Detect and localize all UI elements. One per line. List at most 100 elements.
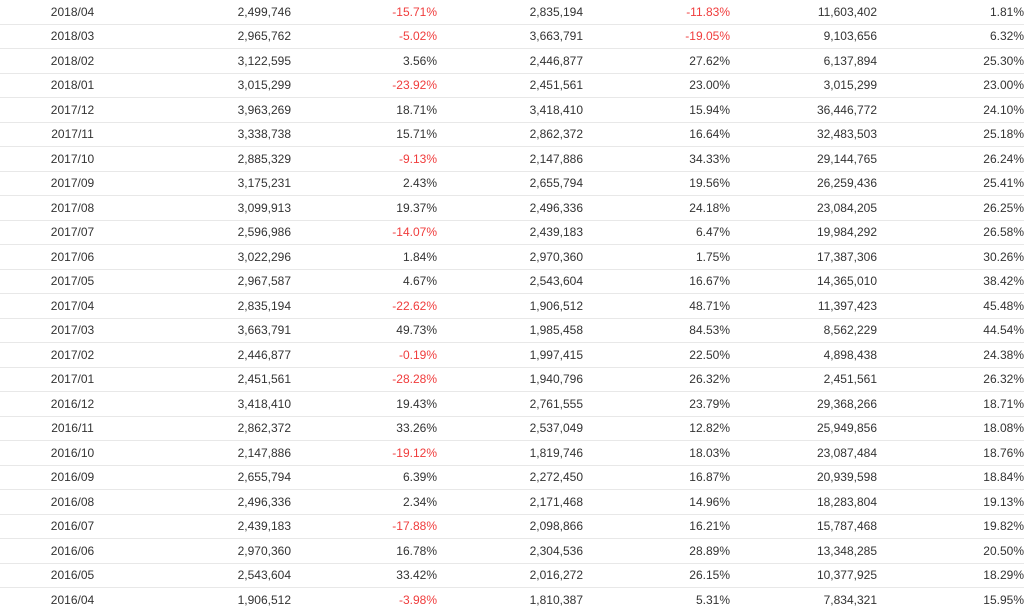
value-a-cell: 3,099,913: [145, 195, 291, 221]
value-a-cell: 2,147,886: [145, 440, 291, 466]
change-b-cell: 48.71%: [583, 293, 730, 319]
cumulative-change-cell: 18.08%: [877, 416, 1024, 441]
table-row: 2017/09 3,175,231 2.43% 2,655,794 19.56% 26,2…: [0, 171, 1024, 196]
value-b-cell: 2,171,468: [437, 489, 583, 515]
change-a-cell: 15.71%: [291, 122, 437, 147]
value-a-cell: 3,022,296: [145, 244, 291, 270]
cumulative-cell: 8,562,229: [730, 318, 877, 343]
cumulative-change-cell: 24.38%: [877, 342, 1024, 368]
month-cell: 2016/05: [0, 563, 145, 588]
change-a-cell: -9.13%: [291, 146, 437, 172]
table-row: 2017/10 2,885,329 -9.13% 2,147,886 34.33% 29,…: [0, 146, 1024, 172]
cumulative-change-cell: 26.24%: [877, 146, 1024, 172]
value-a-cell: 2,967,587: [145, 269, 291, 294]
change-b-cell: 5.31%: [583, 587, 730, 607]
change-b-cell: 16.87%: [583, 465, 730, 490]
cumulative-cell: 19,984,292: [730, 220, 877, 245]
value-b-cell: 2,835,194: [437, 0, 583, 25]
value-b-cell: 2,496,336: [437, 195, 583, 221]
cumulative-cell: 23,087,484: [730, 440, 877, 466]
table-row: 2016/07 2,439,183 -17.88% 2,098,866 16.21% 15…: [0, 514, 1024, 539]
change-b-cell: 34.33%: [583, 146, 730, 172]
month-cell: 2018/01: [0, 73, 145, 98]
cumulative-change-cell: 25.18%: [877, 122, 1024, 147]
value-b-cell: 1,985,458: [437, 318, 583, 343]
cumulative-change-cell: 18.29%: [877, 563, 1024, 588]
value-a-cell: 2,970,360: [145, 538, 291, 564]
value-b-cell: 2,970,360: [437, 244, 583, 270]
cumulative-cell: 4,898,438: [730, 342, 877, 368]
value-a-cell: 2,439,183: [145, 514, 291, 539]
table-row: 2018/02 3,122,595 3.56% 2,446,877 27.62% 6,13…: [0, 48, 1024, 74]
value-a-cell: 1,906,512: [145, 587, 291, 607]
cumulative-cell: 36,446,772: [730, 97, 877, 123]
change-b-cell: 23.00%: [583, 73, 730, 98]
value-b-cell: 2,304,536: [437, 538, 583, 564]
table-row: 2018/01 3,015,299 -23.92% 2,451,561 23.00% 3,…: [0, 73, 1024, 98]
value-b-cell: 1,819,746: [437, 440, 583, 466]
change-b-cell: 15.94%: [583, 97, 730, 123]
change-a-cell: 18.71%: [291, 97, 437, 123]
value-a-cell: 2,835,194: [145, 293, 291, 319]
cumulative-change-cell: 18.76%: [877, 440, 1024, 466]
value-b-cell: 3,663,791: [437, 24, 583, 49]
value-b-cell: 2,016,272: [437, 563, 583, 588]
cumulative-cell: 6,137,894: [730, 48, 877, 74]
cumulative-change-cell: 23.00%: [877, 73, 1024, 98]
value-a-cell: 3,122,595: [145, 48, 291, 74]
change-b-cell: 16.67%: [583, 269, 730, 294]
cumulative-change-cell: 45.48%: [877, 293, 1024, 319]
month-cell: 2016/11: [0, 416, 145, 441]
cumulative-change-cell: 19.13%: [877, 489, 1024, 515]
value-b-cell: 1,810,387: [437, 587, 583, 607]
cumulative-change-cell: 25.41%: [877, 171, 1024, 196]
table-row: 2017/07 2,596,986 -14.07% 2,439,183 6.47% 19,…: [0, 220, 1024, 245]
month-cell: 2017/04: [0, 293, 145, 319]
cumulative-change-cell: 19.82%: [877, 514, 1024, 539]
value-a-cell: 2,862,372: [145, 416, 291, 441]
cumulative-cell: 15,787,468: [730, 514, 877, 539]
change-b-cell: 19.56%: [583, 171, 730, 196]
cumulative-cell: 18,283,804: [730, 489, 877, 515]
cumulative-cell: 3,015,299: [730, 73, 877, 98]
table-row: 2018/04 2,499,746 -15.71% 2,835,194 -11.83% 1…: [0, 0, 1024, 25]
cumulative-change-cell: 18.71%: [877, 391, 1024, 417]
change-b-cell: 1.75%: [583, 244, 730, 270]
cumulative-cell: 32,483,503: [730, 122, 877, 147]
cumulative-cell: 17,387,306: [730, 244, 877, 270]
table-row: 2016/11 2,862,372 33.26% 2,537,049 12.82% 25,…: [0, 416, 1024, 441]
value-a-cell: 2,655,794: [145, 465, 291, 490]
change-a-cell: 6.39%: [291, 465, 437, 490]
table-row: 2017/11 3,338,738 15.71% 2,862,372 16.64% 32,…: [0, 122, 1024, 147]
cumulative-cell: 2,451,561: [730, 367, 877, 392]
cumulative-change-cell: 20.50%: [877, 538, 1024, 564]
table-row: 2017/04 2,835,194 -22.62% 1,906,512 48.71% 11…: [0, 293, 1024, 319]
change-a-cell: -5.02%: [291, 24, 437, 49]
cumulative-change-cell: 26.58%: [877, 220, 1024, 245]
table-row: 2016/09 2,655,794 6.39% 2,272,450 16.87% 20,9…: [0, 465, 1024, 490]
table-row: 2016/05 2,543,604 33.42% 2,016,272 26.15% 10,…: [0, 563, 1024, 588]
change-a-cell: 33.42%: [291, 563, 437, 588]
month-cell: 2018/03: [0, 24, 145, 49]
change-b-cell: 14.96%: [583, 489, 730, 515]
change-a-cell: -22.62%: [291, 293, 437, 319]
month-cell: 2017/09: [0, 171, 145, 196]
cumulative-cell: 9,103,656: [730, 24, 877, 49]
value-a-cell: 3,338,738: [145, 122, 291, 147]
cumulative-change-cell: 44.54%: [877, 318, 1024, 343]
table-row: 2017/02 2,446,877 -0.19% 1,997,415 22.50% 4,8…: [0, 342, 1024, 368]
table-row: 2016/10 2,147,886 -19.12% 1,819,746 18.03% 23…: [0, 440, 1024, 466]
month-cell: 2016/07: [0, 514, 145, 539]
month-cell: 2017/11: [0, 122, 145, 147]
change-a-cell: 33.26%: [291, 416, 437, 441]
month-cell: 2017/05: [0, 269, 145, 294]
change-a-cell: -28.28%: [291, 367, 437, 392]
value-b-cell: 2,439,183: [437, 220, 583, 245]
cumulative-change-cell: 15.95%: [877, 587, 1024, 607]
change-a-cell: 1.84%: [291, 244, 437, 270]
table-row: 2017/08 3,099,913 19.37% 2,496,336 24.18% 23,…: [0, 195, 1024, 221]
cumulative-cell: 10,377,925: [730, 563, 877, 588]
change-b-cell: 16.64%: [583, 122, 730, 147]
